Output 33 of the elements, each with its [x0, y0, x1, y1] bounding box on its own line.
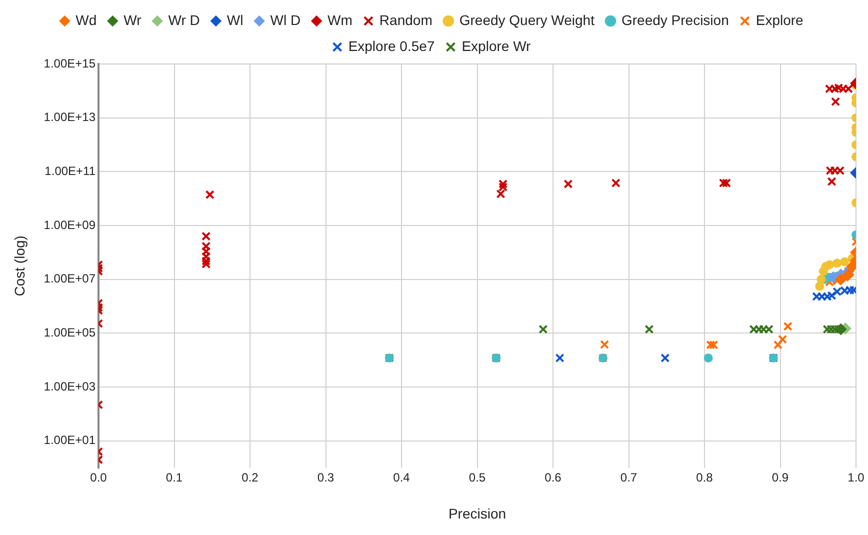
legend-label: Greedy Query Weight: [459, 12, 595, 28]
x-axis-title: Precision: [448, 505, 506, 522]
x-tick-label: 0.3: [317, 470, 334, 484]
legend-label: Wr: [124, 12, 142, 28]
legend-label: Wm: [328, 12, 352, 28]
x-tick-label: 0.2: [242, 470, 259, 484]
x-tick-label: 0.4: [393, 470, 410, 484]
legend-label: Greedy Precision: [621, 12, 729, 28]
legend-label: Wl: [226, 12, 244, 28]
y-tick-label: 1.00E+03: [44, 379, 96, 394]
legend-label: Explore Wr: [462, 38, 532, 54]
x-tick-label: 0.8: [696, 470, 714, 484]
legend-label: Explore: [756, 12, 804, 28]
y-tick-label: 1.00E+15: [44, 56, 96, 70]
y-tick-label: 1.00E+13: [44, 110, 96, 124]
y-tick-label: 1.00E+07: [44, 272, 96, 286]
x-tick-label: 0.9: [772, 470, 789, 484]
x-tick-label: 0.0: [90, 470, 108, 484]
x-tick-label: 0.1: [166, 470, 183, 484]
legend-label: Wr D: [168, 12, 200, 28]
legend-label: Wl D: [270, 12, 301, 28]
y-tick-label: 1.00E+11: [44, 164, 96, 178]
y-axis-title: Cost (log): [11, 236, 28, 296]
x-tick-label: 1.0: [848, 470, 865, 484]
x-tick-label: 0.5: [468, 470, 486, 484]
y-tick-label: 1.00E+05: [44, 326, 96, 340]
x-tick-label: 0.6: [544, 470, 562, 484]
legend-label: Wd: [76, 12, 97, 28]
legend-label: Random: [379, 12, 432, 28]
legend-label: Explore 0.5e7: [348, 38, 435, 54]
y-tick-label: 1.00E+01: [44, 433, 96, 448]
y-tick-label: 1.00E+09: [44, 218, 96, 232]
x-tick-label: 0.7: [620, 470, 638, 484]
